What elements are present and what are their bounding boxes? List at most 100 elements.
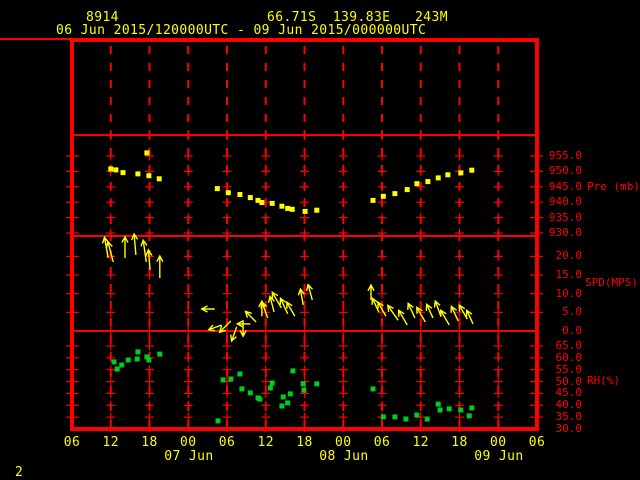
xtick-hour-label: 06	[63, 435, 81, 450]
rh-point	[414, 412, 420, 418]
wind-arrow	[244, 310, 257, 323]
rh-point	[392, 414, 398, 420]
rh-point	[285, 400, 291, 406]
pressure-point	[259, 200, 265, 205]
wind-arrow	[286, 300, 296, 317]
pressure-point	[214, 186, 220, 192]
rh-point	[437, 407, 443, 413]
pressure-point	[370, 197, 376, 203]
wind-arrow	[230, 326, 238, 343]
wind-arrow	[465, 308, 474, 325]
wind-arrow	[297, 287, 305, 306]
pressure-point	[156, 176, 162, 182]
wind-arrow	[458, 303, 468, 320]
wind-arrow	[397, 308, 408, 326]
wind-arrow	[200, 305, 215, 313]
time-range-title: 06 Jun 2015/120000UTC - 09 Jun 2015/0000…	[56, 23, 427, 38]
rh-point	[220, 377, 226, 383]
rh-point	[424, 416, 430, 422]
pressure-point	[458, 170, 464, 176]
pressure-point	[445, 172, 451, 178]
rh-point	[300, 381, 306, 387]
rh-point	[287, 391, 293, 397]
rh-point	[237, 371, 243, 377]
pressure-point	[135, 171, 141, 177]
wind-speed-ytick-label: 0.0	[562, 324, 582, 337]
rh-point	[314, 381, 320, 387]
wind-arrow	[433, 299, 442, 317]
rh-point	[435, 401, 441, 407]
wind-arrow	[450, 305, 459, 322]
wind-arrow	[407, 302, 416, 319]
pressure-ytick-label: 955.0	[548, 149, 582, 162]
rh-point	[215, 418, 221, 424]
pressure-point	[146, 173, 152, 179]
wind-speed-ytick-label: 20.0	[555, 249, 583, 263]
relative-humidity-ytick-label: 65.0	[555, 339, 583, 352]
relative-humidity-ytick-label: 60.0	[555, 350, 583, 364]
rh-point	[247, 390, 253, 396]
pressure-ytick-label: 930.0	[548, 226, 582, 239]
wind-arrow	[239, 320, 247, 338]
wind-arrow	[279, 297, 289, 315]
xtick-hour-label: 18	[296, 435, 313, 450]
rh-point	[119, 362, 125, 368]
station-id: 8914	[86, 10, 119, 25]
pressure-axis-unit-label: Pre (mb)	[587, 180, 640, 193]
pressure-point	[425, 179, 431, 185]
xtick-hour-label: 12	[412, 435, 429, 450]
plot-frame	[70, 38, 539, 431]
pressure-point	[469, 167, 475, 173]
xtick-hour-label: 12	[257, 435, 274, 450]
rh-point	[257, 396, 263, 402]
wind-arrow	[386, 304, 399, 321]
station-location: 66.71S 139.83E 243M	[267, 10, 448, 25]
pressure-point	[237, 192, 243, 197]
pressure-point	[255, 197, 261, 203]
wind-speed-ytick-label: 5.0	[562, 305, 582, 319]
wind-arrow	[218, 320, 232, 334]
wind-arrow	[305, 283, 314, 301]
wind-arrow	[235, 320, 251, 328]
xtick-hour-label: 06	[528, 435, 546, 450]
xtick-hour-label: 06	[218, 435, 236, 450]
wind-arrow	[267, 295, 275, 313]
wind-arrow	[121, 235, 129, 258]
relative-humidity-ytick-label: 45.0	[555, 386, 583, 400]
page-number: 2	[15, 465, 23, 480]
rh-point	[114, 366, 120, 372]
wind-arrow	[425, 303, 434, 319]
rh-point	[144, 354, 150, 360]
wind-arrow	[439, 308, 450, 326]
pressure-point	[108, 166, 114, 172]
rh-point	[403, 416, 409, 422]
rh-point	[135, 349, 141, 355]
wind-arrow	[145, 248, 153, 270]
xtick-hour-label: 00	[490, 435, 507, 450]
pressure-point	[144, 150, 150, 156]
xtick-date-label: 09 Jun	[474, 449, 524, 464]
xtick-hour-label: 18	[451, 435, 468, 450]
xtick-hour-label: 12	[102, 435, 119, 450]
pressure-point	[314, 207, 320, 213]
rh-point	[228, 376, 234, 382]
pressure-point	[380, 193, 386, 199]
rh-point	[290, 368, 296, 374]
relative-humidity-ytick-label: 30.0	[555, 421, 583, 435]
xtick-date-label: 07 Jun	[164, 449, 214, 464]
relative-humidity-ytick-label: 50.0	[555, 374, 583, 388]
rh-point	[134, 356, 140, 362]
wind-arrow	[207, 324, 223, 332]
pressure-ytick-label: 950.0	[548, 164, 582, 178]
pressure-point	[289, 206, 295, 212]
pressure-ytick-label: 945.0	[548, 179, 582, 193]
rh-point	[446, 406, 452, 412]
rh-point	[280, 394, 286, 400]
pressure-point	[279, 203, 285, 209]
pressure-point	[120, 170, 126, 176]
wind-arrow	[367, 283, 375, 300]
wind-arrow	[101, 235, 110, 259]
rh-point	[458, 407, 464, 413]
wind-arrow	[371, 297, 380, 313]
pressure-point	[392, 191, 398, 197]
